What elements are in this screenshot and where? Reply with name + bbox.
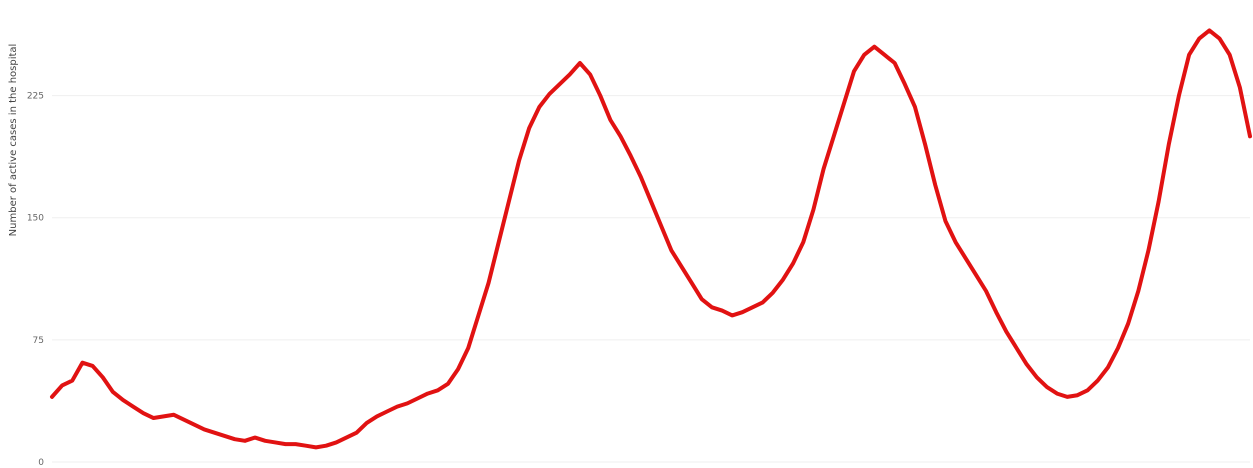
grid (52, 95, 1250, 463)
y-tick-label: 225 (27, 92, 44, 102)
y-axis-ticks: 0 75 150 225 (27, 92, 44, 468)
y-tick-label: 75 (33, 336, 44, 346)
series-layer (50, 28, 1252, 450)
y-tick-label: 0 (38, 458, 44, 468)
series-line-0 (50, 28, 1252, 450)
y-tick-label: 150 (27, 214, 44, 224)
y-axis-label: Number of active cases in the hospital (8, 44, 19, 237)
